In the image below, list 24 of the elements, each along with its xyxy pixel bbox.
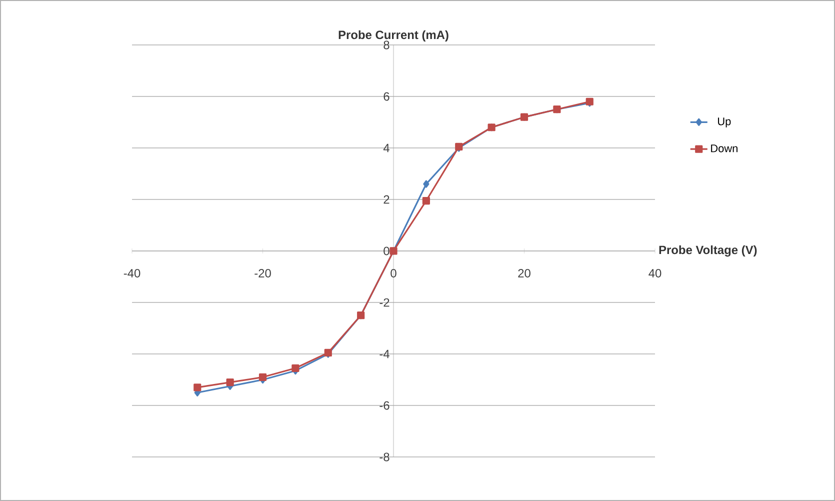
y-tick-label: -4: [380, 350, 390, 358]
point: [292, 364, 300, 372]
x-tick-label: 40: [648, 269, 662, 278]
x-tick-label: -20: [254, 269, 271, 278]
point: [258, 373, 267, 381]
point: [194, 384, 202, 392]
x-axis-title: Probe Voltage (V): [659, 245, 757, 257]
y-tick-label: -8: [380, 452, 390, 462]
point: [423, 180, 430, 188]
y-tick-label: 2: [384, 195, 390, 204]
y-tick-label: -2: [380, 298, 390, 307]
y-tick-label: 0: [384, 246, 390, 256]
legend-label: Up: [718, 118, 731, 128]
legend-label: Down: [711, 144, 738, 152]
y-tick-label: 4: [383, 144, 390, 152]
y-tick-label: 6: [384, 92, 390, 101]
x-tick-label: 20: [518, 269, 530, 278]
y-tick-label: -6: [380, 401, 390, 410]
y-tick-label: 8: [384, 40, 390, 50]
point: [422, 196, 430, 205]
x-tick-label: 0: [390, 269, 396, 278]
point: [226, 378, 234, 386]
x-tick-label: -40: [124, 269, 140, 278]
y-axis-title: Probe Current (mA): [338, 30, 448, 42]
